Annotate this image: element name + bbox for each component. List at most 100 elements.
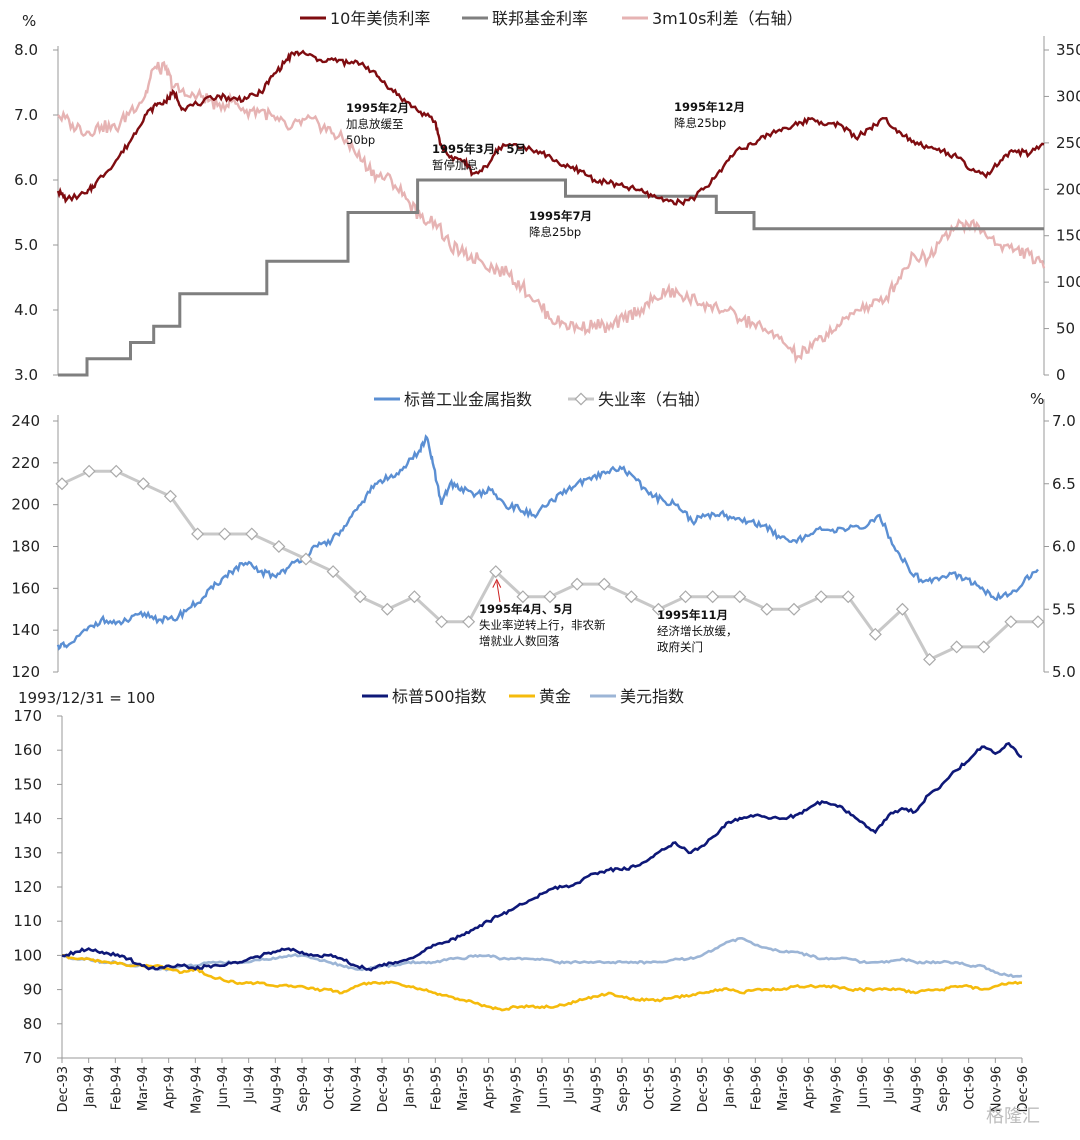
panel2-ytick-label-6: 240: [11, 412, 40, 430]
x-tick-label-20: Aug-95: [589, 1066, 604, 1113]
x-tick-label-9: Sep-94: [296, 1066, 311, 1112]
panel2-y2tick-label-0: 5.0: [1052, 663, 1076, 681]
x-tick-label-5: May-94: [189, 1066, 204, 1114]
panel3-ytick-label-8: 150: [13, 775, 42, 793]
x-tick-label-27: Mar-96: [776, 1066, 791, 1111]
panel1-annotation-text-0-1: 50bp: [346, 133, 375, 147]
x-tick-label-32: Aug-96: [909, 1066, 924, 1113]
x-tick-label-35: Nov-96: [989, 1066, 1004, 1112]
x-tick-label-7: Jul-94: [243, 1066, 258, 1104]
unemployment-point-4: [163, 489, 177, 503]
unemployment-point-8: [272, 539, 286, 554]
x-tick-label-18: Jun-95: [536, 1066, 551, 1109]
x-tick-label-17: May-95: [509, 1066, 524, 1114]
panel2-y2tick-label-3: 6.5: [1052, 475, 1076, 493]
x-tick-label-33: Sep-96: [936, 1066, 951, 1112]
unemployment-point-12: [380, 602, 394, 616]
panel1-annotation-text-2-0: 降息25bp: [529, 225, 581, 239]
x-tick-label-21: Sep-95: [616, 1066, 631, 1112]
panel3-ytick-label-0: 70: [23, 1049, 42, 1067]
panel1-y2tick-label-3: 150: [1056, 227, 1080, 245]
panel1-y2tick-label-2: 100: [1056, 273, 1080, 291]
panel2-annotation-text-0-0: 失业率逆转上行，非农新: [479, 618, 606, 632]
panel3-ytick-label-3: 100: [13, 946, 42, 964]
unemployment-point-6: [218, 527, 232, 541]
series-spread-line: [57, 60, 1046, 365]
panel3-ytick-label-9: 160: [13, 741, 42, 759]
x-tick-label-2: Feb-94: [109, 1066, 124, 1110]
unemployment-point-11: [353, 590, 367, 604]
panel2-ytick-label-1: 140: [11, 621, 40, 639]
x-tick-label-23: Nov-95: [669, 1066, 684, 1112]
panel2-annotation-text-0-1: 增就业人数回落: [479, 634, 560, 648]
unemployment-point-1: [82, 464, 96, 478]
panel-assets: 1993/12/31 = 100 标普500指数 黄金 美元指数 70 80 90 100…: [13, 687, 1031, 1114]
panel3-ytick-label-10: 170: [13, 707, 42, 725]
x-tick-label-22: Oct-95: [643, 1066, 658, 1110]
panel1-y2tick-label-4: 200: [1056, 180, 1080, 198]
panel2-y2tick-label-2: 6.0: [1052, 538, 1076, 556]
legend-label-1: 联邦基金利率: [492, 9, 588, 28]
panel1-ytick-label-2: 5.0: [14, 236, 38, 254]
x-tick-label-28: Apr-96: [803, 1066, 818, 1109]
unemployment-point-29: [841, 590, 855, 604]
unemployment-point-13: [407, 590, 421, 604]
legend-label-0: 10年美债利率: [330, 9, 430, 28]
x-tick-label-12: Dec-94: [376, 1066, 391, 1112]
x-tick-label-14: Feb-95: [429, 1066, 444, 1110]
panel3-index-note: 1993/12/31 = 100: [18, 689, 155, 707]
watermark: 格隆汇: [986, 1106, 1040, 1127]
panel1-left-unit: %: [22, 12, 36, 30]
panel1-annotation-title-2: 1995年7月: [529, 209, 592, 223]
panel1-annotation-text-0-0: 加息放缓至: [346, 117, 404, 131]
panel1-annotations: 1995年2月加息放缓至50bp1995年3月、5月暂停加息1995年7月降息2…: [346, 100, 745, 239]
unemployment-point-34: [977, 640, 991, 654]
panel3-ytick-label-4: 110: [13, 912, 42, 930]
legend-label-1: 失业率（右轴）: [598, 390, 710, 409]
panel3-ytick-label-2: 90: [23, 981, 42, 999]
panel2-annotation-arrowhead: [492, 578, 502, 588]
unemployment-point-21: [624, 590, 638, 604]
panel2-y2tick-label-1: 5.5: [1052, 600, 1076, 618]
legend-label-2: 美元指数: [620, 687, 684, 706]
unemployment-point-14: [435, 615, 449, 629]
unemployment-point-35: [1004, 615, 1018, 629]
unemployment-point-26: [760, 602, 774, 616]
panel3-ytick-label-1: 80: [23, 1015, 42, 1033]
panel2-annotation-title-0: 1995年4月、5月: [479, 602, 573, 616]
panel1-annotation-text-1-0: 暂停加息: [432, 158, 478, 172]
unemployment-point-18: [543, 590, 557, 604]
panel1-series: [56, 49, 1046, 377]
x-tick-label-25: Jan-96: [723, 1066, 738, 1108]
x-tick-label-30: Jun-96: [856, 1066, 871, 1109]
series-gold-line: [61, 953, 1023, 1012]
unemployment-point-24: [706, 590, 720, 604]
unemployment-point-31: [895, 602, 909, 616]
panel1-ytick-label-0: 3.0: [14, 366, 38, 384]
panel1-ytick-label-4: 7.0: [14, 106, 38, 124]
unemployment-point-5: [191, 527, 205, 541]
series-metals-line: [56, 434, 1039, 651]
x-tick-label-24: Dec-95: [696, 1066, 711, 1112]
panel2-right-unit: %: [1030, 390, 1044, 408]
x-tick-label-4: Apr-94: [163, 1066, 178, 1109]
panel3-ytick-label-7: 140: [13, 810, 42, 828]
unemployment-point-7: [245, 527, 259, 541]
unemployment-point-20: [597, 577, 611, 591]
panel-metals-unemployment: % 标普工业金属指数 失业率（右轴） 120 140 160 180 200 220 240 5…: [11, 390, 1076, 681]
panel-rates: % 10年美债利率 联邦基金利率 3m10s利差（右轴） 3.0 4.0 5.0 6.0 7…: [14, 9, 1080, 384]
unemployment-point-25: [733, 590, 747, 604]
x-tick-label-19: Jul-95: [563, 1066, 578, 1104]
panel3-ytick-label-6: 130: [13, 844, 42, 862]
unemployment-point-17: [516, 590, 530, 604]
unemployment-point-9: [299, 552, 313, 566]
panel2-ytick-label-3: 180: [11, 538, 40, 556]
panel2-annotation-text-1-0: 经济增长放缓，: [657, 624, 738, 638]
x-tick-label-13: Jan-95: [403, 1066, 418, 1108]
unemployment-point-22: [651, 602, 665, 616]
panel2-annotation-title-1: 1995年11月: [657, 608, 728, 622]
unemployment-point-23: [679, 590, 693, 604]
legend-marker-1: [574, 392, 588, 406]
